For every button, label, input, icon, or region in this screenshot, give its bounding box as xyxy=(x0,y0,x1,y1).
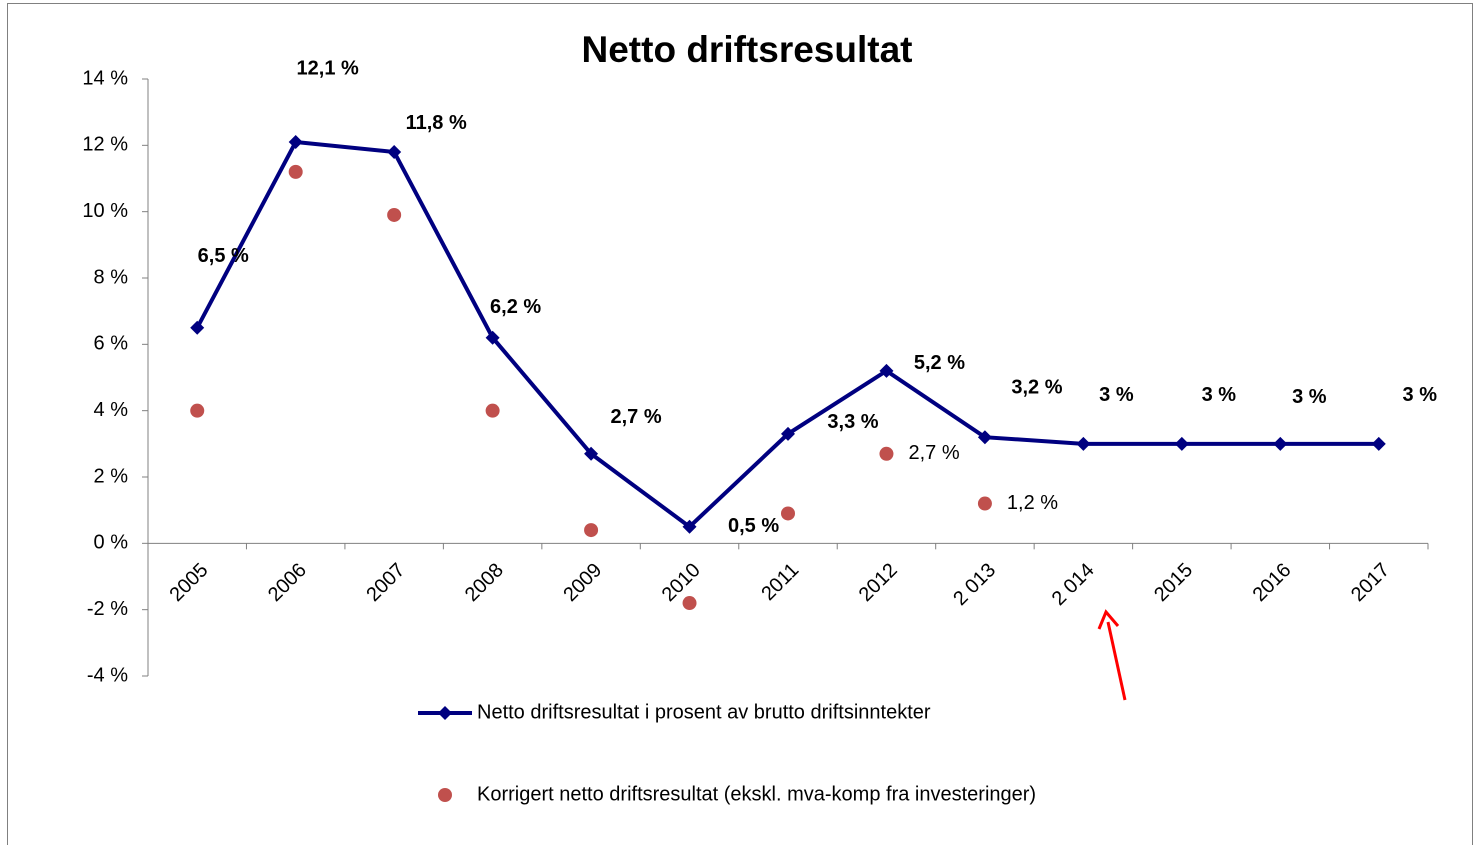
point xyxy=(584,523,599,538)
marker xyxy=(977,430,992,445)
x-tick-label: 2017 xyxy=(1347,559,1394,606)
data-label: 3 % xyxy=(1292,386,1327,408)
marker xyxy=(879,363,894,378)
x-tick-label: 2007 xyxy=(362,559,409,606)
point xyxy=(879,446,894,461)
y-tick-label: 10 % xyxy=(82,200,128,222)
data-label: 0,5 % xyxy=(728,515,779,537)
y-tick-label: 4 % xyxy=(94,399,129,421)
data-label: 1,2 % xyxy=(1007,492,1058,514)
data-label: 5,2 % xyxy=(914,352,965,374)
marker xyxy=(584,446,599,461)
x-tick-label: 2 014 xyxy=(1048,559,1099,610)
x-tick-label: 2016 xyxy=(1249,559,1296,606)
data-label: 3 % xyxy=(1099,384,1134,406)
marker xyxy=(387,144,402,159)
y-tick-label: 0 % xyxy=(94,532,129,554)
data-label: 12,1 % xyxy=(297,57,359,79)
marker xyxy=(190,320,205,335)
series-line xyxy=(195,139,1379,530)
x-tick-label: 2010 xyxy=(658,559,705,606)
data-label: 6,2 % xyxy=(490,296,541,318)
marker xyxy=(781,426,795,441)
marker xyxy=(288,135,303,150)
y-tick-label: -2 % xyxy=(87,598,128,620)
legend-label: Korrigert netto driftsresultat (ekskl. m… xyxy=(477,783,1036,805)
point xyxy=(485,403,500,418)
arrow xyxy=(1106,621,1127,701)
x-tick-label: 2012 xyxy=(855,559,902,606)
y-tick-label: 14 % xyxy=(82,67,128,89)
marker xyxy=(1273,436,1288,451)
y-tick-label: -4 % xyxy=(87,664,128,686)
x-tick-label: 2005 xyxy=(165,559,212,606)
data-label: 6,5 % xyxy=(198,245,249,267)
data-label: 3 % xyxy=(1202,384,1237,406)
legend-label: Netto driftsresultat i prosent av brutto… xyxy=(477,701,931,723)
data-label: 3 % xyxy=(1403,384,1438,406)
data-label: 2,7 % xyxy=(610,406,661,428)
x-tick-label: 2011 xyxy=(757,559,803,605)
point xyxy=(682,596,697,611)
chart-title: Netto driftsresultat xyxy=(582,29,913,70)
marker xyxy=(682,519,697,534)
data-label: 11,8 % xyxy=(406,112,467,134)
x-tick-label: 2006 xyxy=(264,559,311,606)
data-label: 3,3 % xyxy=(827,411,878,433)
frame xyxy=(7,3,1473,845)
x-tick-label: 2009 xyxy=(559,559,606,606)
marker xyxy=(1174,436,1189,451)
y-tick-label: 8 % xyxy=(94,266,129,288)
legend-marker xyxy=(438,706,452,720)
y-tick-label: 2 % xyxy=(94,465,129,487)
y-tick-label: 6 % xyxy=(94,333,129,355)
marker xyxy=(485,330,500,345)
data-label: 2,7 % xyxy=(908,442,959,464)
point xyxy=(387,207,402,222)
point xyxy=(190,403,205,418)
marker xyxy=(1076,436,1091,451)
x-tick-label: 2 013 xyxy=(949,559,1000,610)
arrow-head xyxy=(1097,609,1120,630)
data-label: 3,2 % xyxy=(1011,376,1062,398)
marker xyxy=(1371,436,1386,451)
point xyxy=(977,496,992,511)
x-tick-label: 2015 xyxy=(1150,559,1197,606)
point xyxy=(781,506,795,521)
y-tick-label: 12 % xyxy=(82,134,128,156)
legend-marker xyxy=(438,788,452,802)
point xyxy=(288,164,303,179)
x-tick-label: 2008 xyxy=(461,559,508,606)
